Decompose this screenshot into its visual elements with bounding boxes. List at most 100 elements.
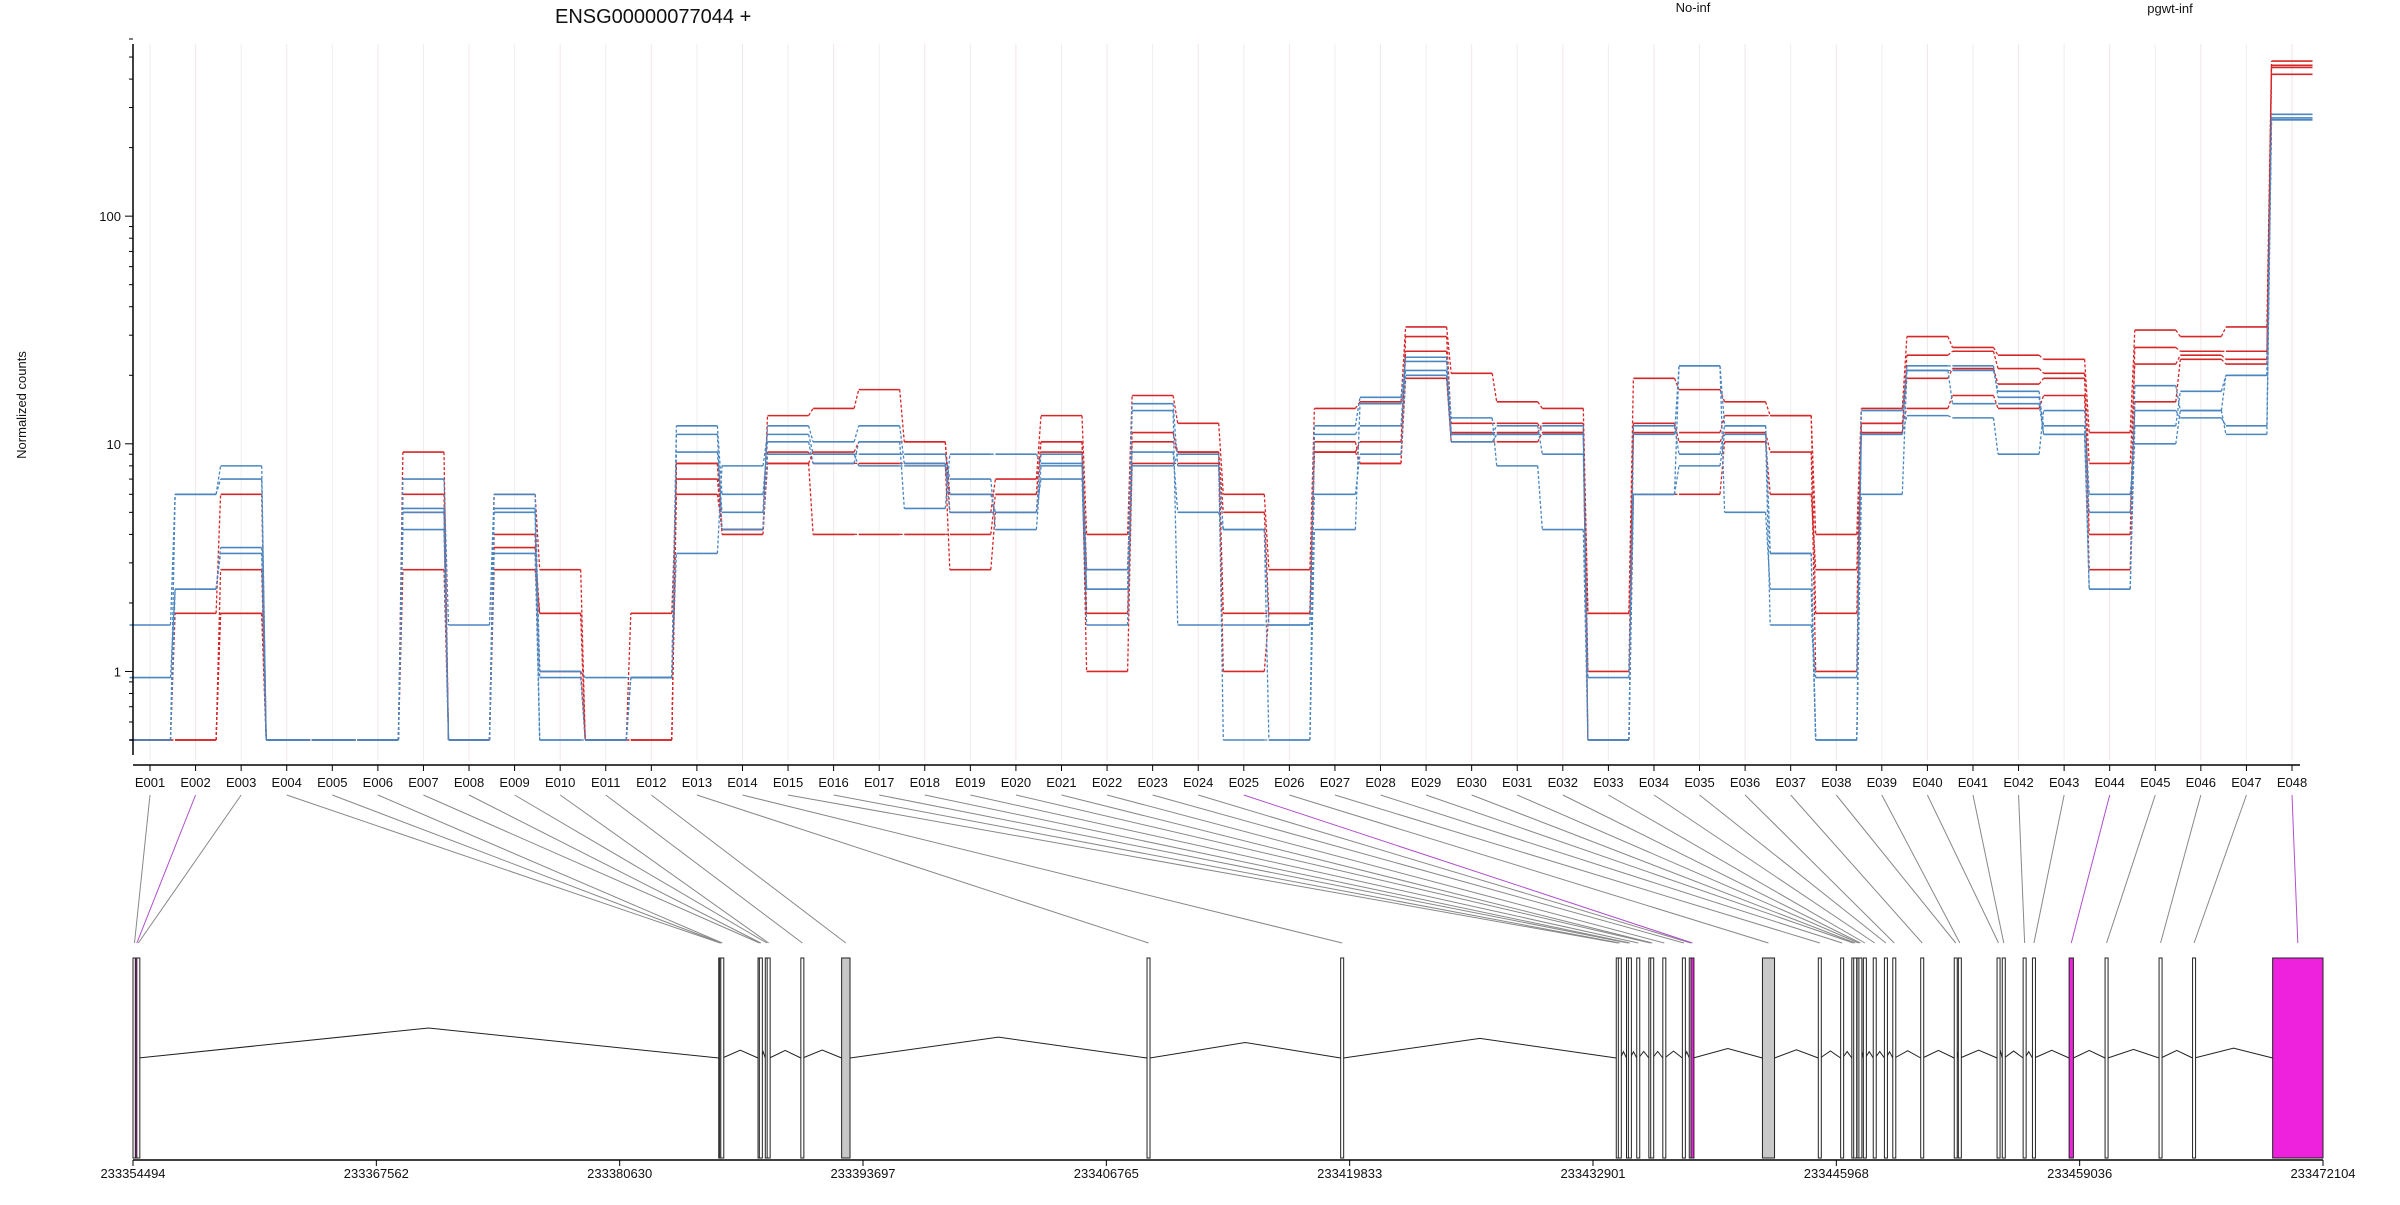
exon-connector bbox=[2018, 794, 2026, 944]
intron-line bbox=[1819, 1050, 1841, 1059]
exon-label: E022 bbox=[1092, 775, 1122, 790]
genomic-coordinate-axis: 233354494 233367562 233380630 233393697 2334… bbox=[100, 1159, 2356, 1181]
exon-label: E029 bbox=[1411, 775, 1441, 790]
intron-line bbox=[1149, 1041, 1341, 1059]
exon-label: E043 bbox=[2049, 775, 2079, 790]
series-line bbox=[129, 118, 2313, 741]
exon-connector bbox=[787, 794, 1618, 944]
exon-box bbox=[1892, 957, 1897, 1159]
exon-box bbox=[1650, 957, 1655, 1159]
exon-connector bbox=[1106, 794, 1665, 944]
exon-label: E031 bbox=[1502, 775, 1532, 790]
exon-connector bbox=[2193, 794, 2247, 944]
exon-label: E016 bbox=[818, 775, 848, 790]
exon-label: E037 bbox=[1775, 775, 1805, 790]
exon-connector bbox=[1972, 794, 2005, 944]
exon-label: E032 bbox=[1548, 775, 1578, 790]
exon-connector bbox=[514, 794, 768, 944]
exon-connector bbox=[1835, 794, 1957, 944]
series-line bbox=[129, 64, 2313, 741]
exon-label: E014 bbox=[727, 775, 757, 790]
exon-box bbox=[841, 957, 851, 1159]
exon-box bbox=[2001, 957, 2006, 1159]
coordinate-label: 233432901 bbox=[1560, 1166, 1625, 1181]
exon-connector bbox=[2033, 794, 2065, 944]
exon-label: E039 bbox=[1867, 775, 1897, 790]
exon-label: E030 bbox=[1456, 775, 1486, 790]
exon-box bbox=[1872, 957, 1877, 1159]
exon-connector bbox=[377, 794, 723, 944]
exon-box bbox=[2158, 957, 2163, 1159]
exon-connector bbox=[137, 794, 242, 944]
exon-box bbox=[1920, 957, 1925, 1159]
intron-line bbox=[2003, 1050, 2024, 1059]
exon-box bbox=[1146, 957, 1151, 1159]
exon-label: E026 bbox=[1274, 775, 1304, 790]
exon-labels: E001 E002 E003 E004 E005 E006 E007 E008 E009 E010… bbox=[135, 765, 2307, 790]
intron-line bbox=[1638, 1050, 1650, 1059]
exon-connector bbox=[423, 794, 760, 944]
intron-line bbox=[1959, 1049, 1998, 1059]
intron-line bbox=[1774, 1049, 1819, 1059]
series-connector bbox=[169, 61, 2273, 741]
exon-label: E035 bbox=[1684, 775, 1714, 790]
exon-label: E027 bbox=[1320, 775, 1350, 790]
exon-box bbox=[720, 957, 725, 1159]
series-line bbox=[129, 118, 2313, 741]
exon-label: E018 bbox=[910, 775, 940, 790]
exon-connector bbox=[651, 794, 847, 944]
chart-title: ENSG00000077044 + bbox=[555, 6, 751, 28]
series-connector bbox=[169, 117, 2273, 741]
intron-line bbox=[802, 1049, 842, 1059]
intron-line bbox=[722, 1049, 759, 1059]
exon-label: E003 bbox=[226, 775, 256, 790]
exon-connector bbox=[136, 794, 197, 944]
exon-label: E046 bbox=[2186, 775, 2216, 790]
intron-line bbox=[1922, 1049, 1955, 1059]
exon-connector bbox=[468, 794, 762, 944]
exon-connector bbox=[1699, 794, 1887, 944]
exon-label: E009 bbox=[499, 775, 529, 790]
series-connector bbox=[169, 119, 2273, 741]
exon-label: E002 bbox=[180, 775, 210, 790]
exon-label: E006 bbox=[363, 775, 393, 790]
exon-connector bbox=[1562, 794, 1861, 944]
exon-label: E007 bbox=[408, 775, 438, 790]
exon-connector bbox=[1152, 794, 1685, 944]
y-tick-labels: 1 10 100 bbox=[99, 38, 133, 741]
exon-box bbox=[1862, 957, 1867, 1159]
exon-connector bbox=[1334, 794, 1820, 944]
exon-connector bbox=[2160, 794, 2202, 944]
y-tick-label: 1 bbox=[114, 664, 121, 679]
exon-box bbox=[1627, 957, 1632, 1159]
series-connector bbox=[169, 119, 2273, 741]
intron-line bbox=[849, 1036, 1148, 1059]
coordinate-label: 233354494 bbox=[100, 1166, 165, 1181]
exon-connector bbox=[1790, 794, 1923, 944]
exon-box bbox=[2022, 957, 2027, 1159]
exon-connector bbox=[1198, 794, 1691, 944]
coordinate-label: 233367562 bbox=[344, 1166, 409, 1181]
exon-label: E011 bbox=[591, 775, 620, 790]
exon-label: E005 bbox=[317, 775, 347, 790]
exon-connector bbox=[332, 794, 722, 944]
exon-label: E041 bbox=[1958, 775, 1988, 790]
series-line bbox=[129, 113, 2313, 741]
exon-label: E036 bbox=[1730, 775, 1760, 790]
gene-model bbox=[132, 957, 2324, 1159]
exon-box bbox=[1617, 957, 1622, 1159]
exon-box bbox=[1996, 957, 2001, 1159]
intron-line bbox=[2160, 1049, 2193, 1059]
exon-connector bbox=[1653, 794, 1876, 944]
exon-connector bbox=[286, 794, 721, 944]
exon-connector bbox=[1471, 794, 1856, 944]
exon-box bbox=[1681, 957, 1686, 1159]
intron-line bbox=[1693, 1048, 1763, 1059]
legend-no-inf: No-inf bbox=[1676, 0, 1711, 15]
exon-connector bbox=[134, 794, 151, 944]
exon-box bbox=[2068, 957, 2074, 1159]
plot-grid bbox=[149, 44, 2293, 760]
intron-line bbox=[1894, 1050, 1921, 1059]
exon-connector bbox=[970, 794, 1639, 944]
exon-box bbox=[1817, 957, 1822, 1159]
